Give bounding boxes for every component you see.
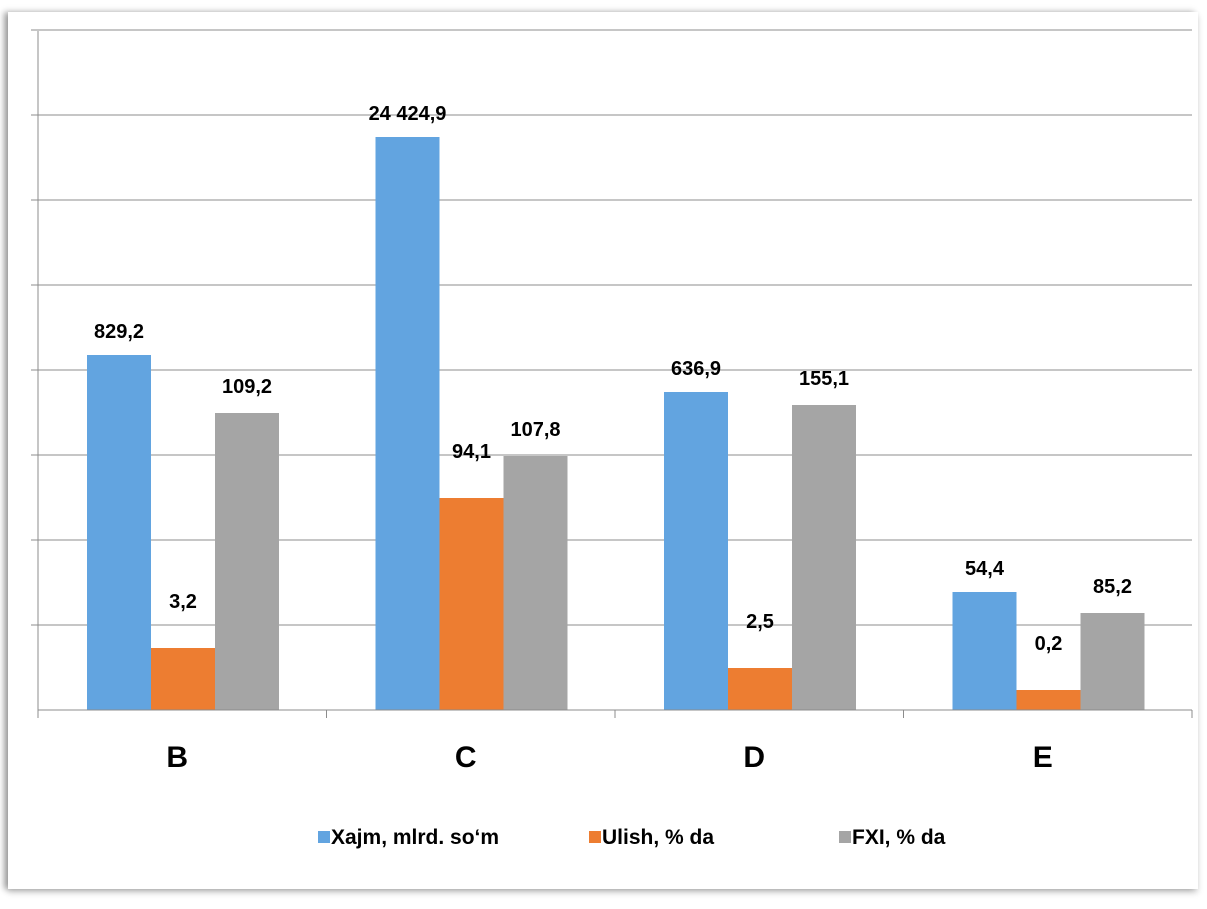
bar-e-1 bbox=[952, 592, 1017, 710]
gridlines bbox=[31, 29, 1192, 710]
data-label: 54,4 bbox=[965, 558, 1005, 580]
bar-e-3 bbox=[1080, 613, 1145, 710]
bar-c-2 bbox=[439, 498, 504, 710]
bar-d-3 bbox=[792, 405, 856, 710]
bar-chart: 829,2 3,2 109,2 24 424,9 94,1 107,8 636,9 2,5 15… bbox=[31, 29, 1193, 849]
bar-c-1 bbox=[375, 137, 440, 710]
data-label: 24 424,9 bbox=[369, 103, 447, 125]
data-label: 0,2 bbox=[1035, 633, 1063, 655]
data-label: 85,2 bbox=[1093, 576, 1132, 598]
legend-swatch-2 bbox=[589, 831, 601, 843]
data-label: 636,9 bbox=[671, 358, 721, 380]
category-label: C bbox=[455, 741, 477, 774]
bar-b-1 bbox=[87, 355, 151, 710]
legend-label-3: FXI, % da bbox=[852, 826, 946, 849]
x-axis: B C D E bbox=[37, 709, 1193, 774]
bar-b-2 bbox=[151, 648, 215, 710]
bar-c-3 bbox=[503, 456, 568, 710]
legend-swatch-1 bbox=[318, 831, 330, 843]
bar-d-1 bbox=[664, 392, 728, 710]
data-label: 2,5 bbox=[746, 611, 774, 633]
legend-label-2: Ulish, % da bbox=[602, 826, 714, 849]
chart-frame: 829,2 3,2 109,2 24 424,9 94,1 107,8 636,9 2,5 15… bbox=[8, 12, 1198, 889]
data-label: 109,2 bbox=[222, 376, 272, 398]
bar-b-3 bbox=[215, 413, 279, 710]
category-label: B bbox=[166, 741, 188, 774]
bars bbox=[87, 137, 1145, 710]
legend-label-1: Xajm, mlrd. so‘m bbox=[331, 826, 499, 849]
data-label: 829,2 bbox=[94, 321, 144, 343]
data-label: 155,1 bbox=[799, 368, 849, 390]
bar-e-2 bbox=[1016, 690, 1081, 710]
legend-swatch-3 bbox=[839, 831, 851, 843]
category-label: D bbox=[743, 741, 765, 774]
category-label: E bbox=[1033, 741, 1053, 774]
data-label: 3,2 bbox=[169, 591, 197, 613]
data-label: 107,8 bbox=[510, 419, 560, 441]
data-label: 94,1 bbox=[452, 441, 491, 463]
data-labels: 829,2 3,2 109,2 24 424,9 94,1 107,8 636,9 2,5 15… bbox=[94, 103, 1132, 655]
bar-d-2 bbox=[728, 668, 792, 710]
legend: Xajm, mlrd. so‘m Ulish, % da FXI, % da bbox=[318, 826, 946, 849]
